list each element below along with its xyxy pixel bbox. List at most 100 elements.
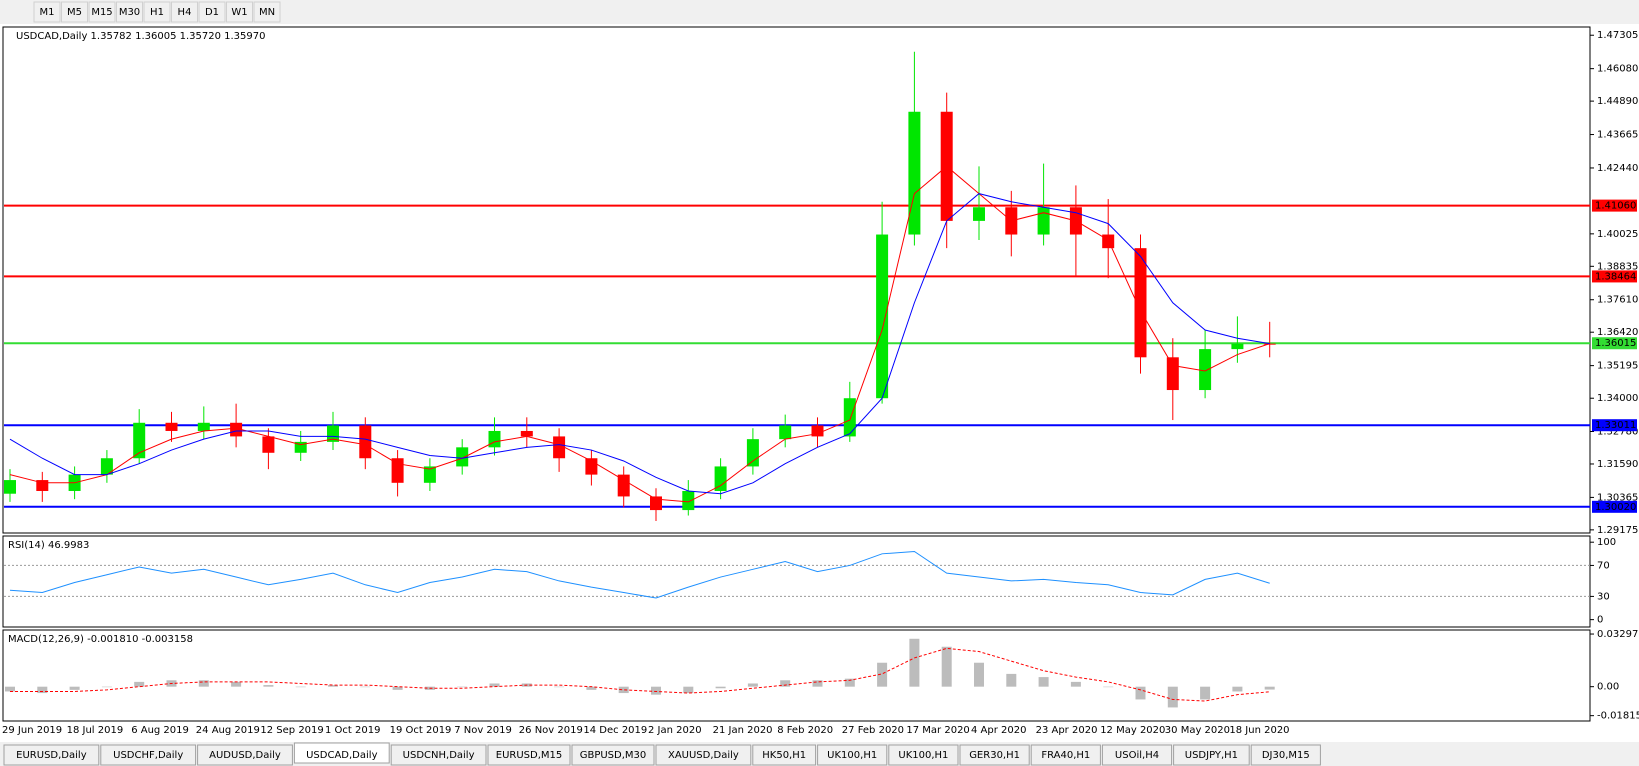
x-tick-label: 1 Oct 2019 <box>325 725 380 736</box>
x-tick-label: 2 Jan 2020 <box>648 725 702 736</box>
candle-body <box>423 466 436 483</box>
tab[interactable] <box>888 744 959 766</box>
tab-label[interactable]: USDCAD,Daily <box>306 750 377 761</box>
candle-body <box>1037 207 1050 235</box>
timeframe-label[interactable]: M15 <box>91 7 112 18</box>
level-label: 1.38464 <box>1595 271 1636 282</box>
y-tick-label: 0.032972 <box>1597 629 1639 640</box>
candle-body <box>359 425 372 459</box>
y-tick-label: 0.00 <box>1597 682 1619 693</box>
x-tick-label: 8 Feb 2020 <box>777 725 833 736</box>
macd-bar <box>489 683 500 687</box>
macd-bar <box>747 683 758 687</box>
tab[interactable] <box>3 744 100 766</box>
candle-body <box>230 422 243 437</box>
tab[interactable] <box>1173 744 1250 766</box>
x-tick-label: 14 Dec 2019 <box>583 725 647 736</box>
x-tick-label: 27 Feb 2020 <box>842 725 904 736</box>
y-tick-label: 1.43665 <box>1597 130 1638 141</box>
moving-average <box>9 165 1270 503</box>
candle-body <box>553 436 566 459</box>
y-tick-label: 1.30365 <box>1597 492 1638 503</box>
macd-bar <box>1070 681 1081 687</box>
timeframe-label[interactable]: D1 <box>205 7 219 18</box>
y-tick-label: 1.40025 <box>1597 229 1638 240</box>
candle-body <box>650 496 662 511</box>
tab-label[interactable]: AUDUSD,Daily <box>209 750 281 761</box>
y-tick-label: 1.35195 <box>1597 361 1638 372</box>
candle-body <box>617 474 630 497</box>
macd-panel <box>2 629 1591 722</box>
tab[interactable] <box>1250 744 1321 766</box>
timeframe-button[interactable] <box>61 1 88 23</box>
tab-label[interactable]: HK50,H1 <box>762 750 806 761</box>
candle-body <box>327 425 339 442</box>
tab-label[interactable]: UK100,H1 <box>898 750 948 761</box>
chart-header: USDCAD,Daily 1.35782 1.36005 1.35720 1.3… <box>16 31 266 42</box>
macd-bar <box>1167 686 1178 708</box>
x-tick-label: 7 Nov 2019 <box>454 725 512 736</box>
level-label: 1.41060 <box>1595 201 1636 212</box>
tab-label[interactable]: DJ30,M15 <box>1262 750 1310 761</box>
level-label-box <box>1592 337 1637 350</box>
x-tick-label: 12 May 2020 <box>1100 725 1165 736</box>
tab-label[interactable]: XAUUSD,Daily <box>668 750 739 761</box>
tab[interactable] <box>197 744 293 766</box>
macd-bar <box>392 686 403 690</box>
level-label: 1.30020 <box>1595 502 1636 513</box>
tab[interactable] <box>571 744 655 766</box>
tab-label[interactable]: USOil,H4 <box>1115 750 1159 761</box>
candle-body <box>294 441 307 453</box>
timeframe-button[interactable] <box>33 1 61 23</box>
timeframe-button[interactable] <box>198 1 226 23</box>
timeframe-button[interactable] <box>253 1 281 23</box>
tab-label[interactable]: USDCNH,Daily <box>403 750 475 761</box>
macd-bar <box>683 686 694 694</box>
candle-body <box>1166 357 1179 391</box>
timeframe-label[interactable]: M30 <box>119 7 140 18</box>
timeframe-button[interactable] <box>116 1 143 23</box>
timeframe-label[interactable]: H4 <box>178 7 192 18</box>
macd-bar <box>1103 686 1114 688</box>
y-tick-label: 1.46080 <box>1597 64 1638 75</box>
y-tick-label: 30 <box>1597 591 1610 602</box>
timeframe-button[interactable] <box>226 1 253 23</box>
tab[interactable] <box>1030 744 1101 766</box>
tab[interactable] <box>655 744 752 766</box>
y-tick-label: 1.38835 <box>1597 261 1638 272</box>
timeframe-button[interactable] <box>171 1 198 23</box>
macd-bar <box>877 662 888 687</box>
rsi-panel <box>2 535 1591 628</box>
tab-label[interactable]: UK100,H1 <box>827 750 877 761</box>
tab[interactable] <box>293 742 390 764</box>
tab[interactable] <box>1101 744 1173 766</box>
tab[interactable] <box>390 744 487 766</box>
timeframe-button[interactable] <box>143 1 171 23</box>
timeframe-label[interactable]: H1 <box>150 7 164 18</box>
y-tick-label: 1.29175 <box>1597 525 1638 536</box>
tab[interactable] <box>100 744 197 766</box>
timeframe-label[interactable]: MN <box>259 7 275 18</box>
timeframe-label[interactable]: W1 <box>231 7 247 18</box>
tab-label[interactable]: EURUSD,Daily <box>16 750 87 761</box>
x-tick-label: 4 Apr 2020 <box>971 725 1026 736</box>
tab[interactable] <box>487 744 571 766</box>
tab-label[interactable]: FRA40,H1 <box>1041 750 1090 761</box>
candle-body <box>1199 349 1212 391</box>
candle-body <box>843 398 856 437</box>
candle-body <box>391 458 404 483</box>
timeframe-label[interactable]: M5 <box>67 7 82 18</box>
candle-body <box>4 480 16 494</box>
tab-label[interactable]: USDJPY,H1 <box>1185 750 1238 761</box>
tab-label[interactable]: EURUSD,M15 <box>496 750 562 761</box>
tab[interactable] <box>817 744 888 766</box>
candle-body <box>908 111 921 235</box>
tab[interactable] <box>959 744 1030 766</box>
tab-label[interactable]: GBPUSD,M30 <box>580 750 647 761</box>
tab[interactable] <box>752 744 817 766</box>
tab-label[interactable]: GER30,H1 <box>969 750 1020 761</box>
timeframe-button[interactable] <box>88 1 116 23</box>
tab-label[interactable]: USDCHF,Daily <box>113 750 183 761</box>
timeframe-label[interactable]: M1 <box>40 7 55 18</box>
